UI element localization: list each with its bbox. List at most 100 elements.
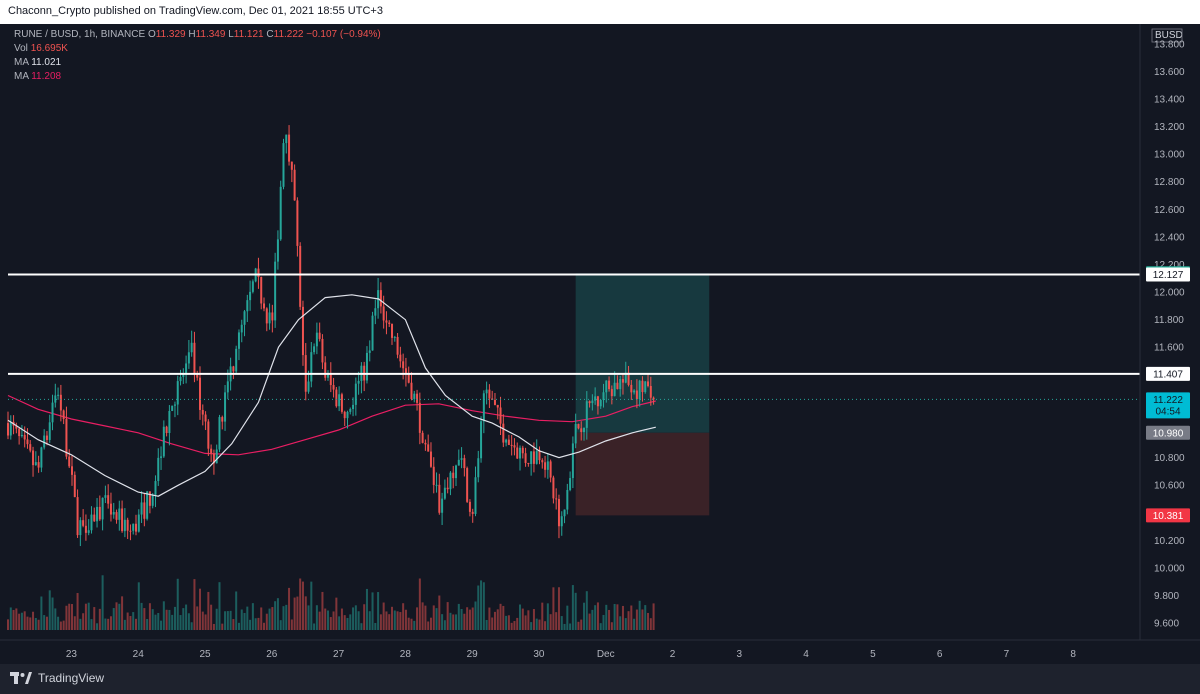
volume-bar [90, 619, 93, 630]
candle [327, 373, 330, 378]
volume-bar [157, 613, 160, 630]
candle [232, 366, 235, 372]
candle [285, 134, 288, 144]
volume-bar [215, 608, 218, 630]
volume-bar [546, 603, 549, 630]
time-tick-label: 3 [737, 649, 743, 660]
volume-bar [48, 590, 51, 630]
candle [435, 484, 438, 486]
candle [307, 381, 310, 392]
time-axis[interactable]: 23 24 25 26 27 28 29 30 Dec 2 3 4 5 6 7 8 [0, 639, 1200, 660]
volume-bar [638, 600, 641, 630]
candle [471, 511, 474, 514]
candle [268, 312, 271, 324]
candle [379, 290, 382, 307]
price-tick-label: 13.600 [1154, 67, 1185, 78]
candle [165, 426, 168, 434]
candle [635, 390, 638, 400]
candle [563, 509, 566, 517]
candle [201, 409, 204, 415]
volume-bar [368, 611, 371, 630]
volume-bar [293, 597, 296, 630]
volume-bar [619, 616, 622, 630]
horizontal-lines[interactable] [8, 273, 1140, 400]
volume-bar [499, 603, 502, 630]
volume-bar [493, 611, 496, 630]
candle [9, 421, 12, 436]
candle [488, 389, 491, 399]
candle [499, 407, 502, 424]
moving-average-fast [7, 294, 656, 497]
volume-bar [240, 609, 243, 630]
candle [115, 512, 118, 520]
price-tick-label: 10.200 [1154, 536, 1185, 547]
volume-bar [516, 617, 519, 630]
volume-bar [624, 618, 627, 630]
volume-bar [115, 602, 118, 630]
candle [235, 348, 238, 372]
candle [162, 426, 165, 457]
candle [171, 405, 174, 411]
volume-bar [577, 621, 580, 630]
volume-bar [427, 621, 430, 630]
candle [416, 393, 419, 403]
candle [452, 472, 455, 479]
candle [441, 498, 444, 513]
low-label: L [228, 29, 234, 40]
volume-bar [588, 613, 591, 630]
moving-average-slow [7, 394, 656, 456]
price-tick-label: 13.800 [1154, 39, 1185, 50]
volume-bar [23, 611, 26, 630]
legend-ma2-row[interactable]: MA 11.208 [14, 71, 61, 82]
volume-bar [171, 614, 174, 630]
candle [541, 460, 544, 463]
volume-bar [299, 578, 302, 630]
candle [457, 459, 460, 466]
volume-bar [424, 605, 427, 630]
symbol-label[interactable]: RUNE / BUSD, 1h, BINANCE [14, 29, 146, 40]
volume-bar [519, 604, 522, 630]
volume-bar [79, 618, 82, 630]
time-tick-label: 8 [1070, 649, 1076, 660]
volume-bar [237, 622, 240, 630]
volume-bar [346, 617, 349, 630]
volume-bar [468, 609, 471, 630]
candle [396, 336, 399, 355]
volume-bar [402, 603, 405, 630]
volume-bar [65, 605, 68, 630]
candle [90, 514, 93, 531]
candle [160, 456, 163, 458]
volume-bar [399, 612, 402, 630]
legend-symbol-row: RUNE / BUSD, 1h, BINANCE O11.329 H11.349… [14, 29, 381, 40]
volume-bar [466, 607, 469, 630]
candle [574, 423, 577, 444]
volume-bar [59, 621, 62, 630]
volume-bar [226, 611, 229, 630]
volume-bar [421, 602, 424, 630]
price-tick-label: 10.600 [1154, 481, 1185, 492]
volume-bar [121, 596, 124, 630]
volume-bar [288, 587, 291, 630]
candle [513, 445, 516, 448]
volume-bar [452, 614, 455, 630]
volume-bar [379, 614, 382, 630]
price-tag-label: 11.222 [1153, 395, 1183, 406]
candle [37, 462, 40, 468]
volume-bar [357, 611, 360, 630]
candle [279, 186, 282, 240]
volume-bar [165, 609, 168, 630]
candle [276, 239, 279, 262]
volume-bar [324, 608, 327, 630]
volume-bar [199, 588, 202, 630]
volume-bar [232, 619, 235, 630]
volume-bar [129, 616, 132, 630]
candle [51, 402, 54, 423]
time-tick-label: 26 [266, 649, 278, 660]
legend-volume-row[interactable]: Vol 16.695K [14, 43, 68, 54]
legend-ma1-row[interactable]: MA 11.021 [14, 57, 61, 68]
volume-bar [633, 618, 636, 630]
candle [404, 368, 407, 375]
candle [54, 395, 57, 403]
tradingview-logo[interactable]: TradingView [10, 671, 104, 685]
